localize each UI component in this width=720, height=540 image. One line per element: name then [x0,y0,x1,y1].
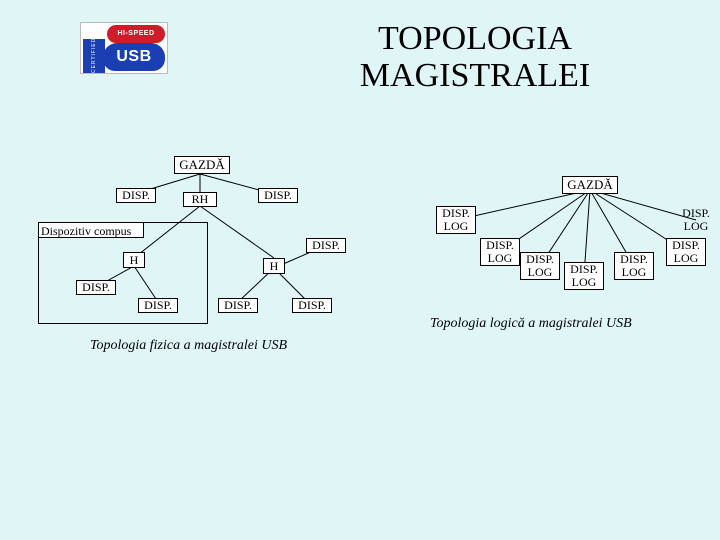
usb-main-label: USB [103,43,165,71]
node-disp-b2: DISP. [218,298,258,313]
node-disp-b3: DISP. [292,298,332,313]
node-gazda: GAZDĂ [174,156,230,174]
node-dl2: DISP. LOG [480,238,520,266]
usb-hispeed-label: HI-SPEED [107,25,165,43]
node-gazda: GAZDĂ [562,176,618,194]
page: { "title": "TOPOLOGIA\nMAGISTRALEI", "us… [0,0,720,540]
physical-topology-diagram: Dispozitiv compus GAZDĂ DISP. RH DISP. H H DISP… [20,150,365,350]
node-h2: H [263,258,285,274]
node-disp-l1: DISP. [76,280,116,295]
node-rh: RH [183,192,217,207]
node-disp-r0: DISP. [258,188,298,203]
node-dl3: DISP. LOG [520,252,560,280]
node-dl1: DISP. LOG [436,206,476,234]
node-disp-b1: DISP. [138,298,178,313]
node-dl5: DISP. LOG [614,252,654,280]
usb-cert-label: CERTIFIED [83,39,105,73]
node-disp-r1: DISP. [306,238,346,253]
usb-badge: CERTIFIED HI-SPEED USB [80,22,168,74]
compound-device-label: Dispozitiv compus [38,222,144,238]
node-dl4: DISP. LOG [564,262,604,290]
node-disp-l0: DISP. [116,188,156,203]
page-title: TOPOLOGIA MAGISTRALEI [260,20,690,95]
node-h1: H [123,252,145,268]
caption-logical: Topologia logică a magistralei USB [430,316,632,332]
node-dl7: DISP. LOG [676,206,716,234]
node-dl6: DISP. LOG [666,238,706,266]
caption-physical: Topologia fizica a magistralei USB [90,338,287,354]
